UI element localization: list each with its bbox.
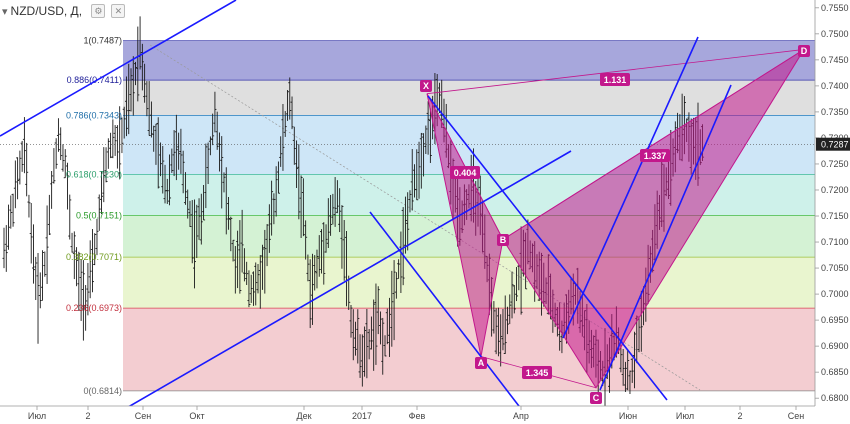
pattern-ratio-label: 1.337 [644, 151, 667, 161]
price-tick-label: 0.7350 [821, 107, 849, 117]
pattern-point-marker [497, 234, 509, 246]
pattern-point-marker [798, 45, 810, 57]
time-tick-label: Фев [409, 411, 426, 421]
time-tick-label: Сен [135, 411, 152, 421]
pattern-point-label: A [478, 358, 485, 368]
trend-line [562, 36, 699, 339]
pattern-xd-line [426, 49, 805, 95]
price-axis-bg [815, 0, 850, 424]
current-price-badge [816, 137, 850, 151]
price-tick-label: 0.6800 [821, 393, 849, 403]
price-tick-label: 0.6850 [821, 367, 849, 377]
pattern-ratio-label: 0.404 [454, 168, 477, 178]
price-tick-label: 0.7000 [821, 289, 849, 299]
pattern-ratio-marker [640, 149, 670, 162]
time-tick-label: 2 [737, 411, 742, 421]
time-tick-label: Июн [619, 411, 637, 421]
time-tick-label: Сен [788, 411, 805, 421]
price-axis: 0.75500.75000.74500.74000.73500.73000.72… [814, 0, 850, 424]
fib-level-label: 0.382(0.7071) [66, 252, 122, 262]
time-tick-label: 2017 [352, 411, 372, 421]
fib-level-label: 0(0.6814) [83, 386, 122, 396]
fib-zone [123, 308, 815, 391]
time-axis-bg [0, 406, 850, 424]
pattern-ratio-marker [522, 366, 552, 379]
price-tick-label: 0.7450 [821, 55, 849, 65]
pattern-point-label: X [423, 81, 429, 91]
price-tick-label: 0.7550 [821, 3, 849, 13]
separator: , [78, 4, 86, 18]
price-tick-label: 0.7100 [821, 237, 849, 247]
fib-level-label: 1(0.7487) [83, 36, 122, 46]
pattern-ratio-label: 1.345 [526, 368, 549, 378]
pattern-point-marker [590, 392, 602, 404]
pattern-point-marker [475, 357, 487, 369]
price-tick-label: 0.7200 [821, 185, 849, 195]
pattern-point-label: D [801, 46, 808, 56]
time-axis: Июл 2 Сен Окт Дек 2017 Фев Апр Июн Июл 2 Сен [0, 405, 850, 424]
price-tick-label: 0.7150 [821, 211, 849, 221]
timeframe-label[interactable]: Д [70, 4, 79, 18]
symbol-label[interactable]: NZD/USD [10, 4, 64, 18]
time-tick-label: Июл [676, 411, 694, 421]
trend-line [427, 95, 668, 401]
fib-zone [123, 40, 815, 81]
pattern-ratio-marker [450, 166, 480, 179]
price-tick-label: 0.7500 [821, 29, 849, 39]
chart-header: ▾ NZD/USD , Д , ⚙ ✕ [0, 0, 126, 22]
pattern-point-label: B [500, 235, 507, 245]
pattern-ratio-labels: 0.404 1.345 1.337 1.131 [450, 73, 670, 379]
time-tick-label: Дек [296, 411, 311, 421]
fibonacci-labels: 1(0.7487) 0.886(0.7411) 0.786(0.7343) 0.618… [66, 36, 122, 396]
pattern-point-marker [420, 80, 432, 92]
price-tick-label: 0.6950 [821, 315, 849, 325]
fib-level-label: 0.5(0.7151) [76, 210, 122, 220]
fib-level-label: 0.236(0.6973) [66, 303, 122, 313]
trend-lines [0, 0, 732, 411]
pattern-bd-line [502, 49, 805, 240]
price-tick-label: 0.6900 [821, 341, 849, 351]
chevron-down-icon[interactable]: ▾ [2, 5, 8, 18]
trend-line [369, 211, 523, 411]
fib-level-label: 0.886(0.7411) [67, 75, 122, 85]
trend-line [0, 0, 237, 137]
fib-zone [123, 80, 815, 116]
trend-line [122, 150, 572, 411]
time-tick-label: Июл [28, 411, 46, 421]
time-tick-label: Окт [189, 411, 204, 421]
time-tick-label: 2 [85, 411, 90, 421]
pattern-point-labels: X A B C D [420, 45, 810, 404]
separator: , [63, 4, 71, 18]
close-icon[interactable]: ✕ [111, 4, 126, 18]
gear-icon[interactable]: ⚙ [91, 4, 106, 18]
price-tick-label: 0.7050 [821, 263, 849, 273]
current-price-label: 0.7287 [821, 140, 849, 150]
pattern-ratio-marker [600, 73, 630, 86]
time-tick-label: Апр [513, 411, 529, 421]
price-tick-label: 0.7400 [821, 81, 849, 91]
pattern-ratio-label: 1.131 [604, 75, 627, 85]
pattern-point-label: C [593, 393, 600, 403]
trend-line [599, 84, 732, 391]
price-tick-label: 0.7250 [821, 159, 849, 169]
fib-level-label: 0.618(0.7230) [66, 169, 122, 179]
fib-level-label: 0.786(0.7343) [66, 111, 122, 121]
